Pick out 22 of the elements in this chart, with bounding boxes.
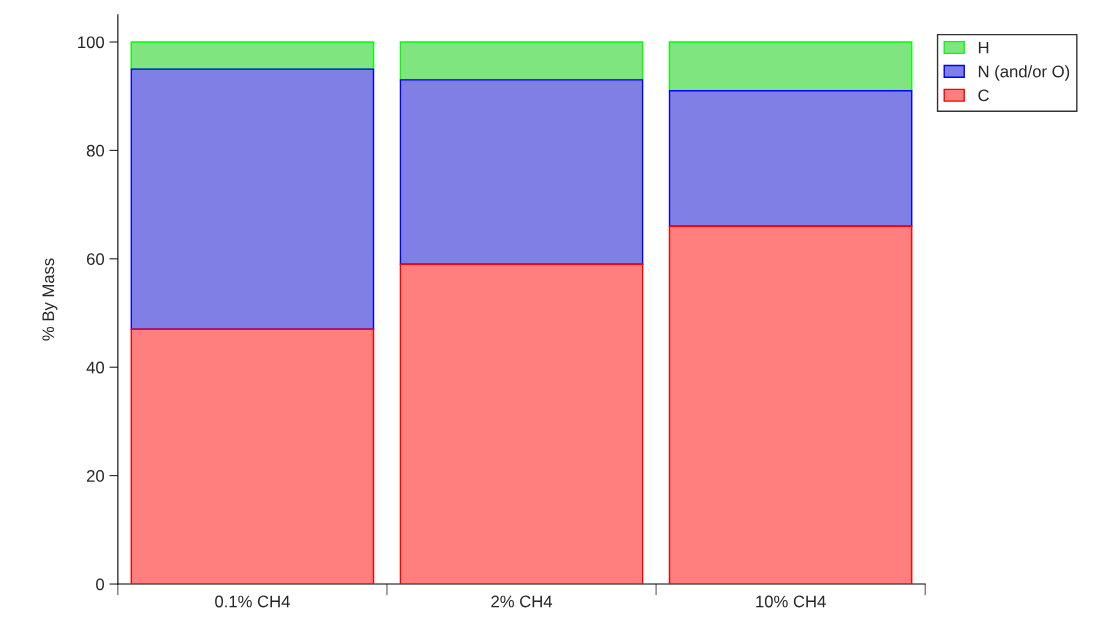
y-tick-label: 40: [86, 361, 105, 374]
y-tick-label: 0: [96, 578, 105, 591]
bar: [130, 68, 375, 330]
legend-label: H: [978, 41, 989, 54]
x-tick-label: 2% CH4: [491, 595, 553, 608]
bar: [399, 79, 644, 265]
y-axis-title: % By Mass: [42, 258, 58, 341]
bar: [668, 225, 913, 585]
y-tick-label: 60: [86, 253, 105, 266]
x-tick-label: 10% CH4: [756, 595, 826, 608]
legend-label: N (and/or O): [978, 65, 1070, 81]
bar: [130, 41, 375, 70]
bar: [668, 41, 913, 92]
bar: [399, 41, 644, 81]
x-tick-label: 0.1% CH4: [215, 595, 290, 608]
y-tick-label: 100: [78, 36, 105, 49]
y-tick-label: 20: [86, 470, 105, 482]
legend-label: C: [978, 89, 989, 102]
bar: [399, 263, 644, 585]
bar: [130, 328, 375, 585]
bar: [668, 90, 913, 227]
y-tick-label: 80: [86, 144, 105, 157]
